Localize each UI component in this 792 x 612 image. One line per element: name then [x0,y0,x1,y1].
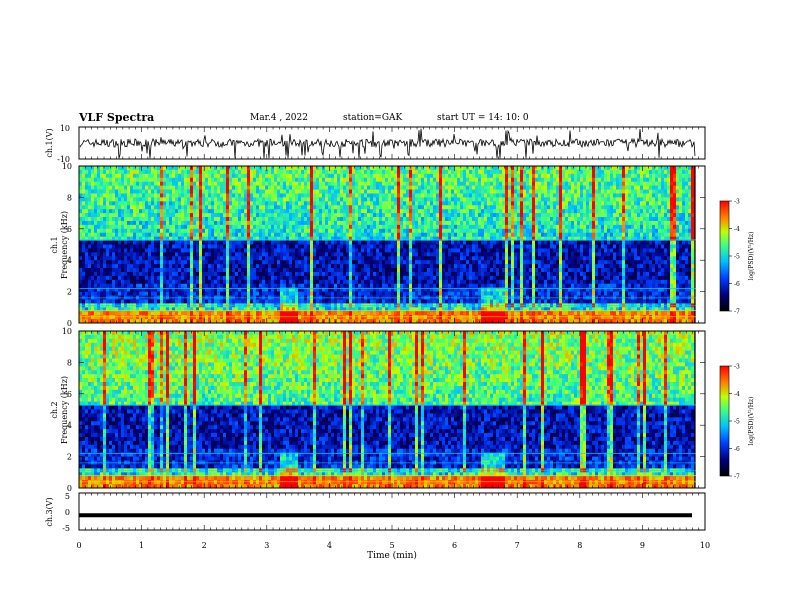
y-tick-label: 8 [67,358,72,367]
colorbar-tick-label: -4 [734,226,740,233]
colorbar-tick-label: -6 [734,446,740,453]
colorbar-tick-label: -4 [734,391,740,398]
date-label: Mar.4 , 2022 [250,113,308,123]
ch1-colorbar: -3 -4 -5 -6 -7 log(PSD)(V²/Hz) [719,199,755,316]
ch1-ytick-bottom: -10 [57,155,70,164]
y-tick-label: 6 [67,225,72,234]
ch1-ytick-top: 10 [60,124,70,133]
ch2-colorbar-label: log(PSD)(V²/Hz) [748,397,755,446]
ch2-yticks: 0 2 4 6 8 10 [62,327,705,493]
station-label: station=GAK [343,113,403,123]
ch1-spectrogram-panel: 0 2 4 6 8 10 ch.1 Frequency (kHz) [50,162,706,328]
x-tick-label: 4 [327,541,332,550]
ch2-ylabel-frequency: Frequency (kHz) [60,376,69,444]
y-tick-label: 8 [67,193,72,202]
y-tick-label: 10 [62,327,72,336]
x-tick-label: 2 [202,541,207,550]
ch1-ylabel-frequency: Frequency (kHz) [60,211,69,279]
x-tick-label: 10 [700,541,710,550]
x-tick-label: 1 [139,541,144,550]
x-tick-label: 5 [389,541,394,550]
ch3-ytick-top: 5 [65,492,70,501]
y-tick-label: 4 [67,421,72,430]
colorbar-tick-label: -3 [734,199,740,206]
ch2-spectrogram-image [79,331,705,489]
y-tick-label: 0 [67,484,72,493]
y-tick-label: 4 [67,256,72,265]
y-tick-label: 0 [67,319,72,328]
x-tick-label: 6 [452,541,457,550]
colorbar-tick-label: -7 [734,474,740,481]
x-axis-ticks: 0 1 2 3 4 5 6 7 8 9 10 [76,127,710,550]
start-time-label: start UT = 14: 10: 0 [437,113,529,123]
ch2-ylabel-channel: ch.2 [50,401,59,418]
x-tick-label: 3 [264,541,269,550]
ch1-waveform-line [79,128,696,159]
ch1-spectrogram-image [79,166,705,324]
colorbar-tick-label: -6 [734,281,740,288]
y-tick-label: 2 [67,453,72,462]
x-tick-label: 0 [76,541,81,550]
colorbar-tick-label: -5 [734,419,740,426]
ch1-ylabel: ch.1(V) [45,128,54,157]
x-tick-label: 8 [577,541,582,550]
ch3-ytick-mid: 0 [65,508,70,517]
ch1-waveform-panel: 10 -10 ch.1(V) [45,124,706,164]
ch1-colorbar-label: log(PSD)(V²/Hz) [748,232,755,281]
x-tick-label: 7 [515,541,520,550]
ch1-ylabel-channel: ch.1 [50,236,59,253]
x-axis-label: Time (min) [367,550,417,561]
figure-title: VLF Spectra [79,111,155,124]
ch3-panel: 5 0 -5 ch.3(V) [45,492,706,533]
ch2-spectrogram-panel: 0 2 4 6 8 10 ch.2 Frequency (kHz) [50,327,706,493]
x-tick-label: 9 [640,541,645,550]
colorbar-tick-label: -7 [734,309,740,316]
ch2-colorbar: -3 -4 -5 -6 -7 log(PSD)(V²/Hz) [719,364,755,481]
colorbar-tick-label: -3 [734,364,740,371]
y-tick-label: 10 [62,162,72,171]
colorbar-tick-label: -5 [734,254,740,261]
ch3-ytick-bottom: -5 [62,524,70,533]
y-tick-label: 6 [67,390,72,399]
y-tick-label: 2 [67,288,72,297]
ch1-yticks: 0 2 4 6 8 10 [62,162,705,328]
ch3-ylabel: ch.3(V) [45,497,54,526]
